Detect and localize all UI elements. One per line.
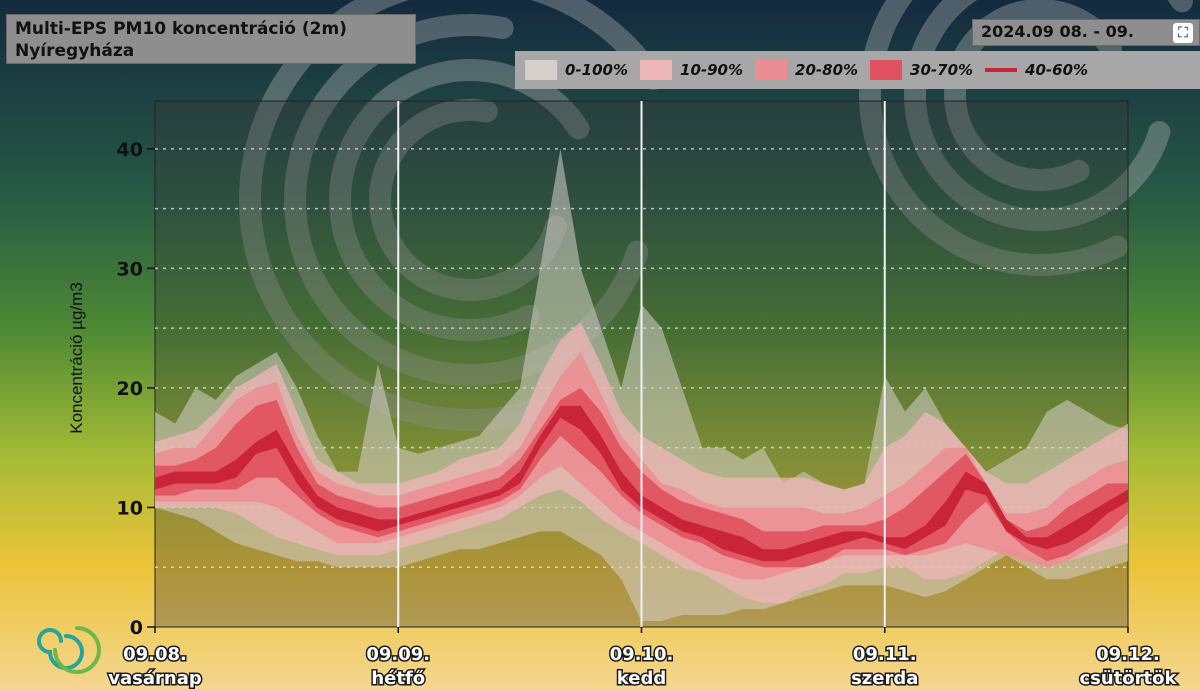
- logo-swirl: [37, 626, 101, 674]
- legend-swatch: [755, 60, 788, 80]
- legend-swatch: [640, 60, 673, 80]
- x-axis: 09.08. vasárnap 09.09. hétfő 09.10. kedd 09.11…: [107, 627, 1179, 690]
- legend-item: 10-90%: [640, 60, 743, 80]
- y-tick-label: 40: [117, 139, 143, 161]
- legend-swatch: [525, 60, 557, 80]
- title-box: Multi-EPS PM10 koncentráció (2m) Nyíregy…: [6, 14, 416, 64]
- legend: 0-100% 10-90% 20-80% 30-70% 40-60%: [515, 51, 1200, 89]
- y-tick-label: 30: [117, 258, 143, 280]
- x-tick-day: hétfő: [371, 668, 425, 689]
- x-tick-date: 09.09.: [366, 644, 430, 665]
- legend-label: 0-100%: [565, 61, 629, 79]
- x-tick-day: csütörtök: [1080, 668, 1178, 689]
- y-axis: 0 10 20 30 40: [117, 139, 155, 639]
- x-tick-day: kedd: [617, 668, 666, 689]
- legend-label: 10-90%: [680, 61, 744, 79]
- y-tick-label: 20: [117, 378, 143, 400]
- expand-icon[interactable]: ⛶: [1173, 23, 1193, 43]
- x-tick-date: 09.08.: [123, 644, 187, 665]
- watermark-ring: [239, 0, 665, 431]
- y-tick-label: 0: [130, 617, 143, 639]
- legend-swatch: [870, 60, 903, 80]
- legend-item: 30-70%: [870, 60, 973, 80]
- watermark-ring: [329, 59, 590, 341]
- watermark-ring: [369, 99, 567, 301]
- chart-title: Multi-EPS PM10 koncentráció (2m): [15, 19, 347, 39]
- day-lines: [397, 101, 886, 627]
- x-tick-date: 09.12.: [1096, 644, 1160, 665]
- legend-label: 30-70%: [910, 61, 974, 79]
- legend-item: 40-60%: [985, 61, 1088, 79]
- x-tick-date: 09.10.: [610, 644, 674, 665]
- location-label: Nyíregyháza: [15, 41, 135, 61]
- date-range-box: 2024.09 08. - 09. ⛶: [972, 19, 1200, 46]
- legend-label: 40-60%: [1025, 61, 1089, 79]
- x-tick-day: vasárnap: [108, 668, 202, 689]
- legend-item: 0-100%: [525, 60, 628, 80]
- legend-label: 20-80%: [795, 61, 859, 79]
- x-tick-date: 09.11.: [853, 644, 917, 665]
- date-range: 2024.09 08. - 09.: [981, 22, 1134, 41]
- y-axis-label: Koncentráció µg/m3: [67, 282, 86, 434]
- y-tick-label: 10: [117, 497, 143, 519]
- x-tick-day: szerda: [851, 668, 918, 689]
- legend-swatch: [985, 68, 1018, 72]
- legend-item: 20-80%: [755, 60, 858, 80]
- watermark-ring: [904, 0, 1171, 231]
